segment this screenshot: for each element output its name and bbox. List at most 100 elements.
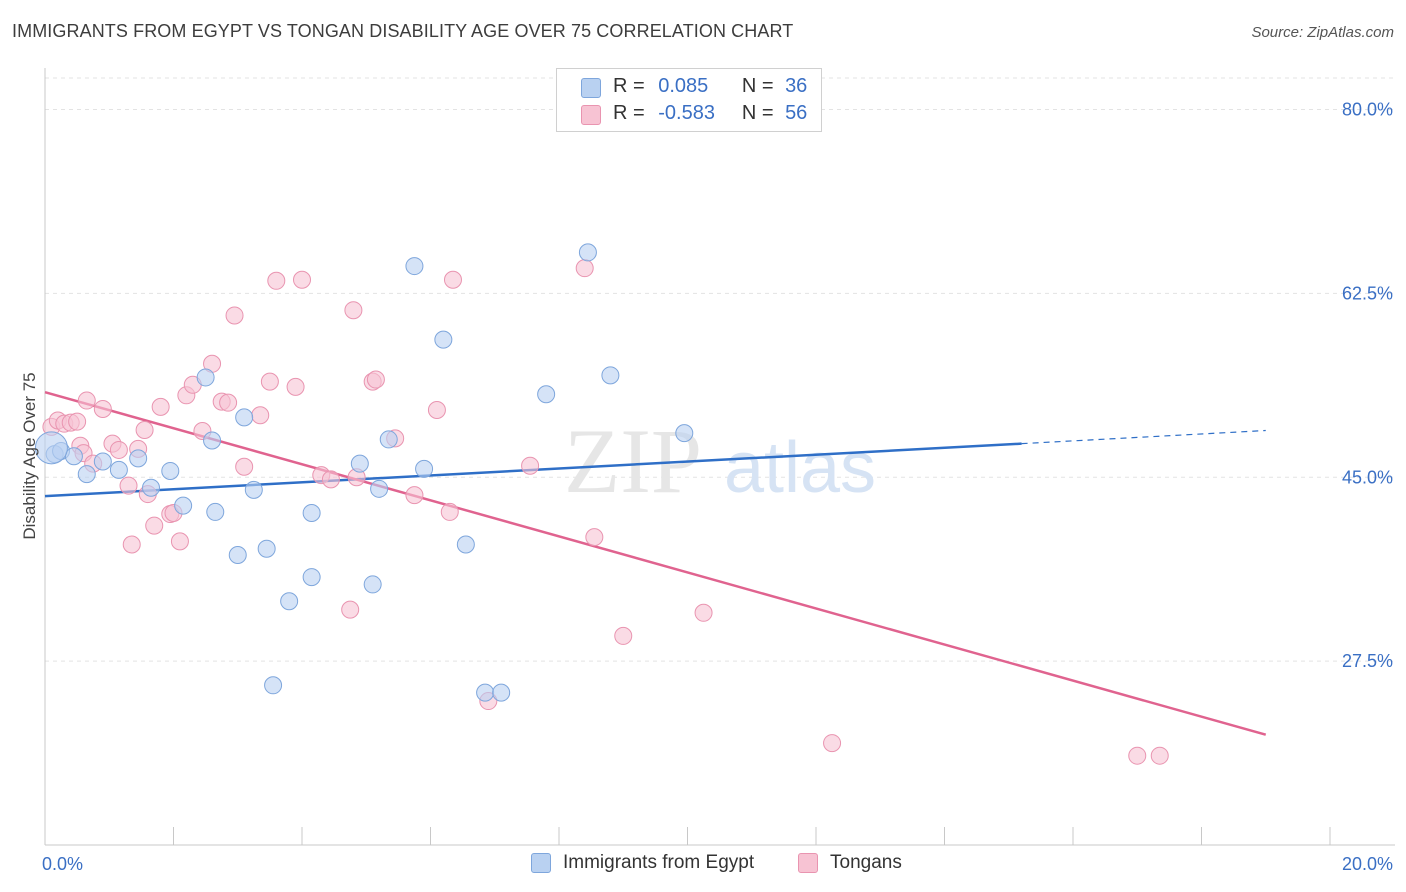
n-label: N = bbox=[741, 102, 774, 124]
egypt-point bbox=[302, 568, 321, 587]
egypt-point bbox=[350, 454, 369, 473]
n-label: N = bbox=[741, 75, 774, 97]
tongans-point bbox=[341, 600, 360, 619]
egypt-point bbox=[456, 535, 475, 554]
egypt-point bbox=[379, 430, 398, 449]
egypt-swatch bbox=[581, 78, 601, 98]
tongans-point bbox=[119, 476, 138, 495]
chart-title: IMMIGRANTS FROM EGYPT VS TONGAN DISABILI… bbox=[12, 21, 794, 41]
tongans-point bbox=[93, 399, 112, 418]
tongans-point bbox=[267, 271, 286, 290]
egypt-point bbox=[476, 683, 495, 702]
correlation-legend: R = 0.085 N = 36 R = -0.583 N = 56 bbox=[556, 68, 822, 132]
egypt-point bbox=[206, 502, 225, 521]
tongans-point bbox=[823, 734, 842, 753]
egypt-point bbox=[280, 592, 299, 611]
tongans-point bbox=[293, 270, 311, 289]
tongans-point bbox=[286, 377, 305, 396]
egypt-point bbox=[405, 257, 424, 276]
tongans-point bbox=[77, 391, 96, 410]
legend-text-tongans: R = -0.583 N = 56 bbox=[613, 102, 807, 125]
chart-source: Source: ZipAtlas.com bbox=[1251, 24, 1394, 41]
tongans-point bbox=[614, 626, 633, 645]
legend-text-egypt: R = 0.085 N = 36 bbox=[613, 75, 807, 98]
egypt-point bbox=[93, 452, 112, 471]
egypt-point bbox=[235, 408, 254, 427]
y-tick-label: 62.5% bbox=[1342, 283, 1393, 303]
egypt-point bbox=[64, 447, 83, 466]
watermark-atlas: atlas bbox=[724, 428, 876, 508]
egypt-point bbox=[302, 503, 321, 522]
egypt-point bbox=[363, 575, 382, 594]
n-value-tongans: 56 bbox=[785, 102, 808, 124]
egypt-point bbox=[161, 461, 180, 480]
egypt-points bbox=[34, 243, 694, 702]
tongans-point bbox=[235, 457, 254, 476]
tongans-point bbox=[1128, 746, 1147, 765]
egypt-point bbox=[264, 676, 283, 695]
egypt-point bbox=[675, 424, 694, 443]
tongans-point bbox=[151, 397, 170, 416]
tongans-point bbox=[135, 420, 154, 439]
egypt-point bbox=[228, 546, 247, 565]
tongans-point bbox=[427, 401, 446, 420]
tongans-point bbox=[440, 502, 459, 521]
egypt-point bbox=[196, 368, 215, 387]
egypt-point bbox=[203, 431, 222, 450]
egypt-trend-extension bbox=[1021, 429, 1266, 445]
egypt-point bbox=[174, 496, 193, 515]
egypt-point bbox=[578, 243, 597, 262]
tongans-swatch bbox=[798, 853, 818, 873]
grid bbox=[45, 77, 1395, 662]
egypt-point bbox=[244, 480, 263, 499]
tongans-point bbox=[170, 532, 189, 551]
egypt-point bbox=[434, 330, 453, 349]
tongans-point bbox=[405, 486, 424, 505]
tongans-point bbox=[145, 516, 164, 535]
x-tick-label: 0.0% bbox=[42, 854, 83, 874]
tongans-point bbox=[585, 528, 604, 547]
tick-labels: 27.5% 45.0% 62.5% 80.0% 0.0% 20.0% bbox=[42, 100, 1393, 874]
n-value-egypt: 36 bbox=[785, 75, 808, 97]
legend-label-egypt: Immigrants from Egypt bbox=[563, 852, 755, 873]
egypt-point bbox=[77, 465, 96, 484]
egypt-point bbox=[34, 431, 68, 465]
tongans-point bbox=[321, 470, 340, 489]
egypt-swatch bbox=[531, 853, 551, 873]
egypt-point bbox=[257, 539, 276, 558]
tongans-point bbox=[68, 412, 87, 431]
tongans-point bbox=[122, 535, 141, 554]
tongans-trend-line bbox=[44, 390, 1267, 736]
egypt-point bbox=[129, 449, 148, 468]
tongans-point bbox=[109, 440, 128, 459]
y-tick-label: 80.0% bbox=[1342, 100, 1393, 120]
egypt-point bbox=[109, 460, 128, 479]
tongans-point bbox=[225, 306, 244, 325]
y-axis-label: Disability Age Over 75 bbox=[20, 372, 39, 539]
tongans-point bbox=[260, 372, 279, 391]
tongans-point bbox=[344, 301, 363, 320]
tongans-points bbox=[42, 259, 1169, 765]
tongans-point bbox=[575, 259, 594, 278]
tongans-point bbox=[251, 406, 270, 425]
tongans-point bbox=[521, 456, 540, 475]
tongans-swatch bbox=[581, 105, 601, 125]
tongans-point bbox=[694, 603, 713, 622]
y-tick-label: 27.5% bbox=[1342, 651, 1393, 671]
tongans-point bbox=[366, 370, 385, 389]
y-tick-label: 45.0% bbox=[1342, 467, 1393, 487]
r-value-tongans: -0.583 bbox=[658, 102, 715, 124]
tongans-point bbox=[443, 270, 462, 289]
axes bbox=[44, 68, 1395, 846]
egypt-point bbox=[492, 683, 511, 702]
legend-label-tongans: Tongans bbox=[830, 852, 902, 873]
egypt-point bbox=[415, 459, 434, 478]
egypt-point bbox=[142, 478, 161, 497]
egypt-point bbox=[601, 366, 620, 385]
r-label: R = bbox=[613, 75, 645, 97]
egypt-point bbox=[537, 385, 556, 404]
tongans-point bbox=[219, 393, 238, 412]
egypt-point bbox=[370, 479, 389, 498]
r-label: R = bbox=[613, 102, 645, 124]
x-tick-label: 20.0% bbox=[1342, 854, 1393, 874]
